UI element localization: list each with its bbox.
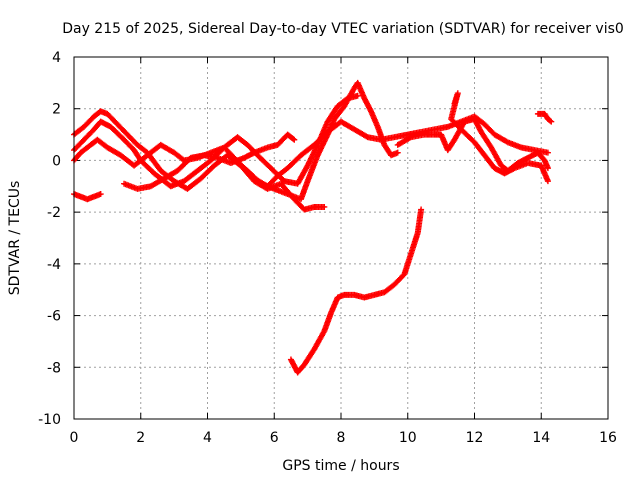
x-axis-title: GPS time / hours <box>282 458 399 474</box>
y-tick-label: 2 <box>52 102 61 118</box>
data-point-marker <box>548 118 555 125</box>
x-tick-label: 0 <box>70 430 79 446</box>
x-tick-label: 14 <box>532 430 550 446</box>
data-point-marker <box>321 203 328 210</box>
data-point-marker <box>291 136 298 143</box>
series-track-i <box>534 110 555 125</box>
chart-title: Day 215 of 2025, Sidereal Day-to-day VTE… <box>62 21 624 37</box>
data-point-marker <box>544 178 551 185</box>
x-tick-label: 12 <box>466 430 484 446</box>
series-track-h <box>448 90 551 185</box>
data-point-marker <box>394 149 401 156</box>
y-tick-label: -4 <box>47 257 61 273</box>
data-point-marker <box>547 117 554 124</box>
data-point-marker <box>544 165 551 172</box>
y-tick-label: -8 <box>47 360 61 376</box>
data-point-marker <box>290 135 297 142</box>
x-tick-label: 10 <box>399 430 417 446</box>
y-tick-label: 0 <box>52 153 61 169</box>
x-tick-label: 6 <box>270 430 279 446</box>
y-tick-label: 4 <box>52 50 61 66</box>
x-tick-label: 8 <box>337 430 346 446</box>
data-point-marker <box>354 92 361 99</box>
data-point-marker <box>418 206 425 213</box>
y-tick-label: -6 <box>47 309 61 325</box>
series-track-f <box>231 79 401 203</box>
data-points <box>71 79 555 376</box>
x-tick-label: 4 <box>203 430 212 446</box>
plot-frame <box>73 56 609 420</box>
y-tick-label: -10 <box>38 412 61 428</box>
y-axis-title: SDTVAR / TECUs <box>7 181 23 296</box>
axis-ticks: 0 2 4 6 8 10 12 14 16 4 2 0 -2 -4 -6 -8 -10 <box>38 50 617 446</box>
x-tick-label: 16 <box>599 430 617 446</box>
y-tick-label: -2 <box>47 205 61 221</box>
data-point-marker <box>97 191 104 198</box>
x-tick-label: 2 <box>136 430 145 446</box>
data-point-marker <box>544 149 551 156</box>
series-track-d <box>71 191 104 203</box>
series-track-j <box>287 206 425 376</box>
